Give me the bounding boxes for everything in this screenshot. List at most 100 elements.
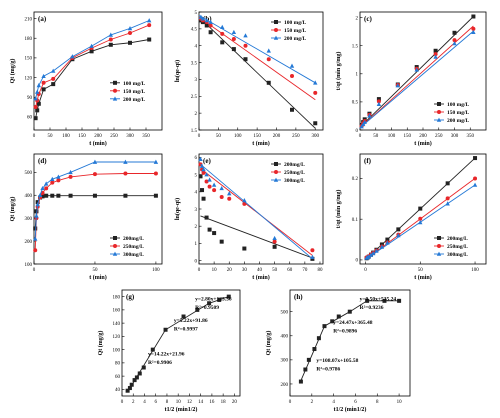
x-tick-label: 10 <box>212 268 218 273</box>
data-point <box>208 19 213 24</box>
data-point <box>226 294 231 299</box>
legend-marker <box>112 251 118 256</box>
x-tick-label: 250 <box>435 134 443 139</box>
data-point <box>129 382 134 387</box>
data-point <box>231 36 236 41</box>
y-tick-label: 1.5 <box>191 129 198 134</box>
data-point <box>347 309 352 314</box>
data-point <box>50 176 55 182</box>
plot-frame <box>359 153 487 265</box>
data-point <box>201 170 206 175</box>
data-point <box>92 172 97 177</box>
series-1 <box>33 193 158 231</box>
data-point <box>123 193 128 198</box>
legend-entry: 200 mg/L <box>123 97 145 103</box>
data-point <box>310 248 315 253</box>
data-point <box>68 193 73 198</box>
legend-entry: 250mg/L <box>284 170 305 176</box>
data-point <box>433 54 438 59</box>
data-point <box>376 99 381 104</box>
y-tick-label: 3.5 <box>191 61 198 66</box>
series-3 <box>364 182 478 260</box>
y-tick-label: 5 <box>195 11 198 16</box>
x-tick-label: 10 <box>397 400 403 405</box>
y-tick-label: 0.5 <box>352 101 359 106</box>
legend: 100 mg/L 150 mg/L 200 mg/L <box>110 80 145 103</box>
data-point <box>212 231 217 236</box>
legend: 200mg/L 250mg/L 300mg/L <box>271 162 305 184</box>
data-point <box>200 16 206 21</box>
data-point <box>272 239 277 244</box>
data-point <box>44 193 49 198</box>
data-point <box>70 54 75 59</box>
legend-entry: 250mg/L <box>123 244 144 250</box>
legend-marker <box>273 177 279 182</box>
data-point <box>418 206 423 211</box>
x-tick-label: 150 <box>78 134 86 139</box>
data-point <box>290 107 294 112</box>
x-tick-label: 4 <box>332 400 335 405</box>
panel-e: (e) 0 10 20 30 40 50 60 70 80 0 1 2 3 4 5 6 t (min) ln(qe-… <box>174 153 324 281</box>
series-1 <box>198 174 315 261</box>
fit-annotation: y=24.47x+365.48 <box>333 320 373 326</box>
data-point <box>207 301 212 306</box>
y-tick-label: 6 <box>195 156 198 161</box>
x-tick-label: 50 <box>216 134 222 139</box>
data-point <box>123 171 128 176</box>
panel-label: (g) <box>126 293 135 301</box>
data-point <box>208 30 213 35</box>
fit-line <box>200 163 313 260</box>
fit-annotation: y=5.22x+91.86 <box>174 318 208 324</box>
x-tick-label: 20 <box>232 400 238 405</box>
data-point <box>204 215 209 220</box>
legend-entry: 300mg/L <box>284 178 305 184</box>
data-point <box>134 375 139 380</box>
x-tick-label: 60 <box>287 268 293 273</box>
y-axis-label: t/qt (min g/mg) <box>335 52 342 91</box>
y-tick-label: 300 <box>25 217 33 222</box>
x-tick-label: 100 <box>388 134 396 139</box>
panel-c: (c) 0 50 100 150 200 250 300 350 0 0.5 1 1.5 2 t (min)… <box>335 11 487 147</box>
y-tick-label: 140 <box>113 322 121 327</box>
data-point <box>153 171 158 176</box>
y-tick-label: 5 <box>195 173 198 178</box>
series-3 <box>33 18 152 101</box>
data-point <box>33 116 38 121</box>
y-tick-label: 60 <box>115 375 121 380</box>
y-tick-label: 120 <box>113 335 121 340</box>
data-point <box>33 105 38 110</box>
data-point <box>289 63 295 68</box>
panel-g: (g) 0 2 4 6 8 10 12 14 16 18 20 40 60 80 100 120 140 160 18… <box>97 289 241 413</box>
x-axis-label: t (min) <box>252 140 270 147</box>
x-tick-label: 0 <box>364 268 367 273</box>
data-point <box>414 67 419 72</box>
x-tick-label: 16 <box>209 400 215 405</box>
series-3 <box>198 14 318 85</box>
data-point <box>382 298 387 303</box>
legend-marker <box>437 236 441 240</box>
data-point <box>445 181 450 186</box>
legend-marker <box>437 102 441 106</box>
plot-frame <box>198 11 324 131</box>
data-point <box>204 179 209 184</box>
legend: 100 mg/L 150 mg/L 200 mg/L <box>271 20 306 42</box>
fit-annotation: R²=0.9906 <box>148 360 172 366</box>
data-point <box>473 176 478 181</box>
y-tick-label: 180 <box>25 37 33 42</box>
plot-frame <box>289 289 411 397</box>
data-point <box>204 23 209 28</box>
y-tick-label: 400 <box>281 335 289 340</box>
data-point <box>33 236 38 241</box>
x-tick-label: 350 <box>467 134 475 139</box>
data-point <box>198 156 203 161</box>
data-point <box>367 113 372 118</box>
x-tick-label: 20 <box>227 268 233 273</box>
series-line <box>34 195 156 229</box>
fit-line <box>198 16 316 129</box>
data-point <box>147 37 152 42</box>
x-tick-label: 18 <box>221 400 227 405</box>
data-point <box>40 194 45 199</box>
fit-annotation: y=108.07x+105.58 <box>316 358 358 364</box>
data-point <box>313 80 318 85</box>
x-axis-label: t1/2 (min1/2) <box>165 406 198 413</box>
